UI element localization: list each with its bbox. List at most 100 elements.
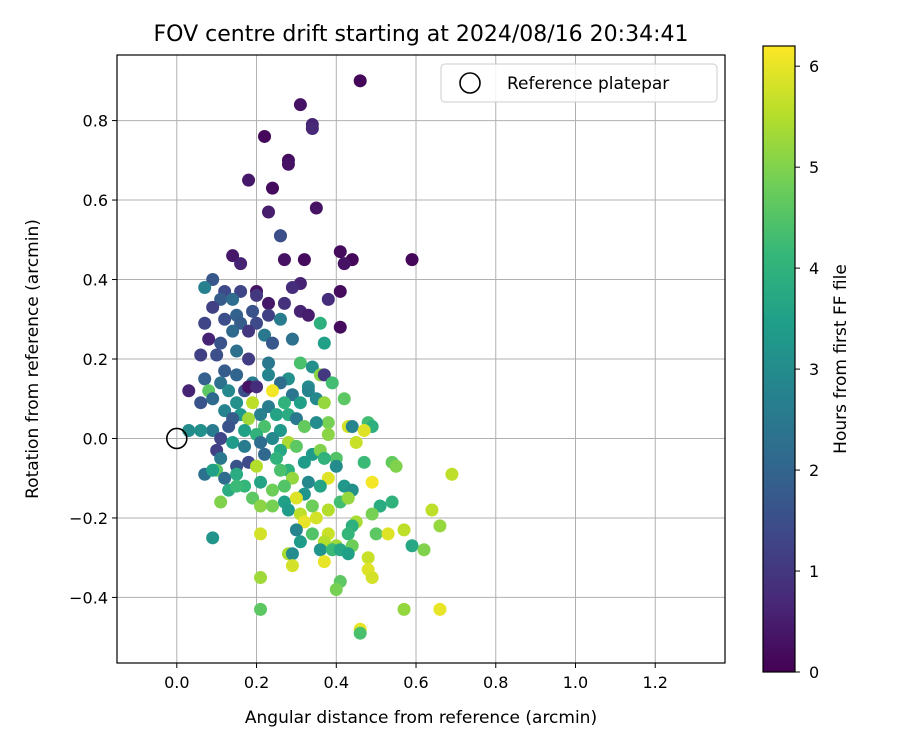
data-point: [281, 157, 295, 171]
data-point: [389, 459, 403, 473]
data-point: [293, 98, 307, 112]
x-axis-label: Angular distance from reference (arcmin): [245, 708, 597, 728]
colorbar-label: Hours from first FF file: [831, 264, 851, 454]
data-point: [273, 463, 287, 477]
data-point: [317, 336, 331, 350]
data-point: [433, 519, 447, 533]
data-point: [218, 471, 232, 485]
data-point: [333, 284, 347, 298]
data-point: [273, 376, 287, 390]
data-point: [321, 292, 335, 306]
grid-lines: [117, 55, 725, 663]
data-point: [214, 336, 228, 350]
colorbar-tick-label: 6: [809, 57, 819, 76]
data-point: [373, 499, 387, 513]
data-point: [357, 424, 371, 438]
data-point: [210, 348, 224, 362]
data-point: [321, 471, 335, 485]
data-point: [329, 459, 343, 473]
data-point: [226, 435, 240, 449]
data-point: [198, 372, 212, 386]
data-point: [254, 408, 268, 422]
data-point: [273, 312, 287, 326]
data-point: [405, 253, 419, 267]
data-point: [365, 475, 379, 489]
x-tick-label: 1.0: [563, 673, 588, 692]
data-point: [218, 312, 232, 326]
data-point: [381, 527, 395, 541]
data-point: [234, 316, 248, 330]
data-point: [365, 507, 379, 521]
data-point: [309, 511, 323, 525]
data-point: [254, 602, 268, 616]
data-point: [297, 455, 311, 469]
data-point: [214, 376, 228, 390]
data-point: [214, 292, 228, 306]
data-point: [397, 602, 411, 616]
y-tick-label: 0.0: [83, 429, 108, 448]
data-point: [277, 253, 291, 267]
data-point: [218, 404, 232, 418]
data-point: [242, 173, 256, 187]
y-tick-label: 0.6: [83, 191, 108, 210]
data-point: [277, 296, 291, 310]
data-point: [206, 273, 220, 287]
data-point: [321, 416, 335, 430]
data-points: [182, 74, 459, 640]
colorbar-tick-label: 1: [809, 562, 819, 581]
data-point: [285, 332, 299, 346]
data-point: [262, 356, 276, 370]
data-point: [289, 491, 303, 505]
data-point: [285, 471, 299, 485]
data-point: [341, 491, 355, 505]
data-point: [357, 455, 371, 469]
data-point: [230, 479, 244, 493]
data-point: [289, 439, 303, 453]
y-tick-label: −0.2: [69, 509, 108, 528]
data-point: [265, 483, 279, 497]
data-point: [214, 431, 228, 445]
data-point: [289, 412, 303, 426]
colorbar-tick-label: 2: [809, 461, 819, 480]
data-point: [285, 388, 299, 402]
data-point: [321, 503, 335, 517]
data-point: [329, 582, 343, 596]
data-point: [317, 396, 331, 410]
y-axis-ticks: −0.4 −0.2 0.0 0.2 0.4 0.6 0.8: [69, 112, 117, 607]
data-point: [198, 280, 212, 294]
data-point: [218, 364, 232, 378]
data-point: [230, 467, 244, 481]
y-axis-label: Rotation from reference (arcmin): [23, 219, 43, 499]
data-point: [262, 205, 276, 219]
data-point: [305, 360, 319, 374]
data-point: [230, 368, 244, 382]
data-point: [293, 396, 307, 410]
data-point: [230, 344, 244, 358]
data-point: [182, 384, 196, 398]
data-point: [222, 384, 236, 398]
colorbar-strip: [762, 45, 796, 673]
data-point: [206, 463, 220, 477]
data-point: [242, 412, 256, 426]
data-point: [258, 447, 272, 461]
data-point: [214, 495, 228, 509]
data-point: [206, 424, 220, 438]
data-point: [297, 515, 311, 529]
data-point: [317, 451, 331, 465]
data-point: [269, 408, 283, 422]
data-point: [269, 451, 283, 465]
data-point: [285, 547, 299, 561]
data-point: [289, 523, 303, 537]
data-point: [265, 384, 279, 398]
data-point: [242, 324, 256, 338]
data-point: [250, 380, 264, 394]
data-point: [214, 451, 228, 465]
data-point: [301, 384, 315, 398]
data-point: [341, 547, 355, 561]
data-point: [254, 527, 268, 541]
x-tick-label: 1.2: [643, 673, 668, 692]
data-point: [293, 535, 307, 549]
reference-platepar-marker: [166, 427, 188, 450]
colorbar-tick-label: 0: [809, 663, 819, 682]
